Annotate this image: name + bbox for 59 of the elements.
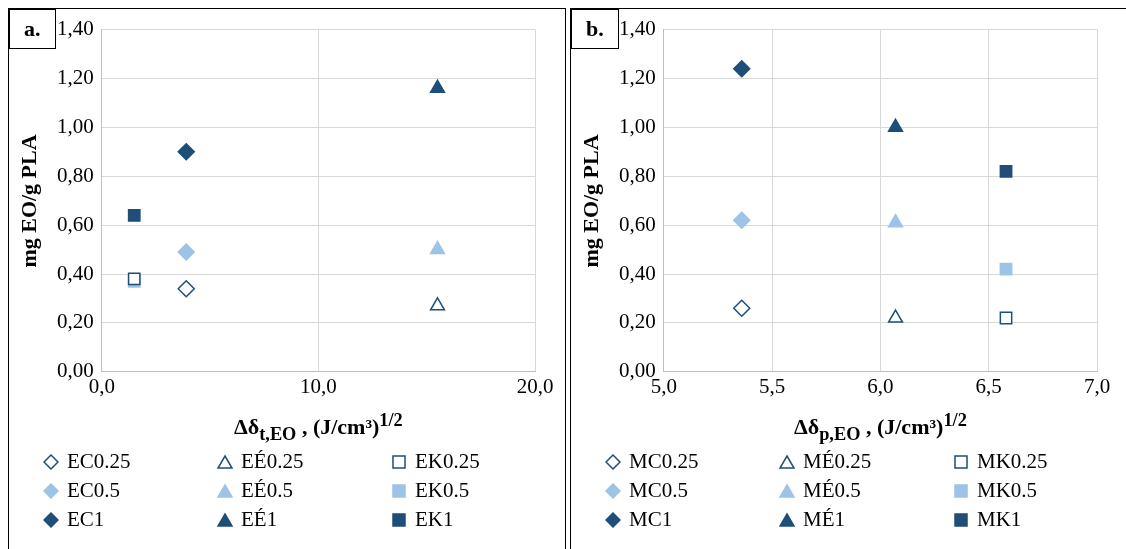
point bbox=[999, 262, 1013, 276]
point bbox=[127, 208, 141, 222]
legend-label: MC1 bbox=[629, 507, 673, 532]
point bbox=[887, 309, 904, 323]
legend-label: MC0.25 bbox=[629, 449, 699, 474]
x-tick-label: 6,5 bbox=[975, 373, 1002, 398]
x-tick-label: 7,0 bbox=[1083, 373, 1111, 398]
point bbox=[887, 213, 904, 228]
x-axis-title: Δδ$_{p,EO}$ , (J/cm³)$^{1/2}$ bbox=[792, 409, 968, 445]
legend-label: MÉ1 bbox=[803, 507, 845, 532]
y-tick-label: 1,00 bbox=[57, 113, 94, 138]
chart-title: a. bbox=[9, 9, 56, 49]
point bbox=[177, 279, 195, 298]
legend-label: EK0.25 bbox=[415, 449, 480, 474]
y-tick-label: 1,20 bbox=[57, 65, 94, 89]
legend-label: EC0.5 bbox=[67, 478, 121, 503]
point bbox=[177, 143, 195, 161]
x-tick-label: 6,0 bbox=[867, 373, 894, 398]
legend-label: EÉ1 bbox=[241, 507, 278, 532]
x-axis-title: Δδ$_{t,EO}$ , (J/cm³)$^{1/2}$ bbox=[233, 409, 404, 445]
point bbox=[999, 164, 1013, 178]
legend-label: MÉ0.25 bbox=[803, 449, 872, 474]
legend-label: EÉ0.25 bbox=[241, 449, 304, 474]
point bbox=[732, 211, 751, 229]
point bbox=[429, 240, 446, 255]
y-tick-label: 0,60 bbox=[57, 211, 94, 236]
x-tick-label: 20,0 bbox=[516, 373, 554, 398]
x-tick-label: 5,5 bbox=[758, 373, 786, 398]
legend-label: MK1 bbox=[977, 507, 1022, 532]
legend-label: EK0.5 bbox=[415, 478, 470, 503]
legend-label: EC1 bbox=[67, 507, 105, 532]
y-tick-label: 1,40 bbox=[619, 16, 656, 41]
y-tick-label: 0,80 bbox=[619, 162, 656, 187]
legend-label: MK0.5 bbox=[977, 478, 1038, 503]
chart-title: b. bbox=[571, 9, 619, 49]
point bbox=[177, 243, 195, 261]
y-axis-title: mg EO/g PLA bbox=[16, 134, 42, 268]
y-axis-title: mg EO/g PLA bbox=[578, 134, 604, 268]
legend-label: EÉ0.5 bbox=[241, 478, 293, 503]
legend-label: EC0.25 bbox=[67, 449, 131, 474]
legend-label: MC0.5 bbox=[629, 478, 688, 503]
x-tick-label: 10,0 bbox=[300, 373, 337, 398]
point bbox=[429, 79, 446, 94]
y-tick-label: 1,40 bbox=[57, 16, 94, 41]
point bbox=[732, 299, 751, 317]
legend-label: MK0.25 bbox=[977, 449, 1048, 474]
legend-label: EK1 bbox=[415, 507, 454, 532]
y-tick-label: 0,60 bbox=[619, 211, 656, 236]
y-tick-label: 0,40 bbox=[619, 260, 656, 285]
y-tick-label: 0,80 bbox=[57, 162, 94, 187]
y-tick-label: 1,00 bbox=[619, 113, 656, 138]
point bbox=[887, 118, 904, 133]
point bbox=[732, 59, 751, 78]
y-tick-label: 0,40 bbox=[57, 260, 94, 285]
y-tick-label: 0,20 bbox=[619, 309, 656, 334]
y-tick-label: 0,20 bbox=[57, 309, 94, 334]
point bbox=[429, 297, 446, 311]
y-tick-label: 1,20 bbox=[619, 65, 656, 89]
legend-label: MÉ0.5 bbox=[803, 478, 861, 503]
